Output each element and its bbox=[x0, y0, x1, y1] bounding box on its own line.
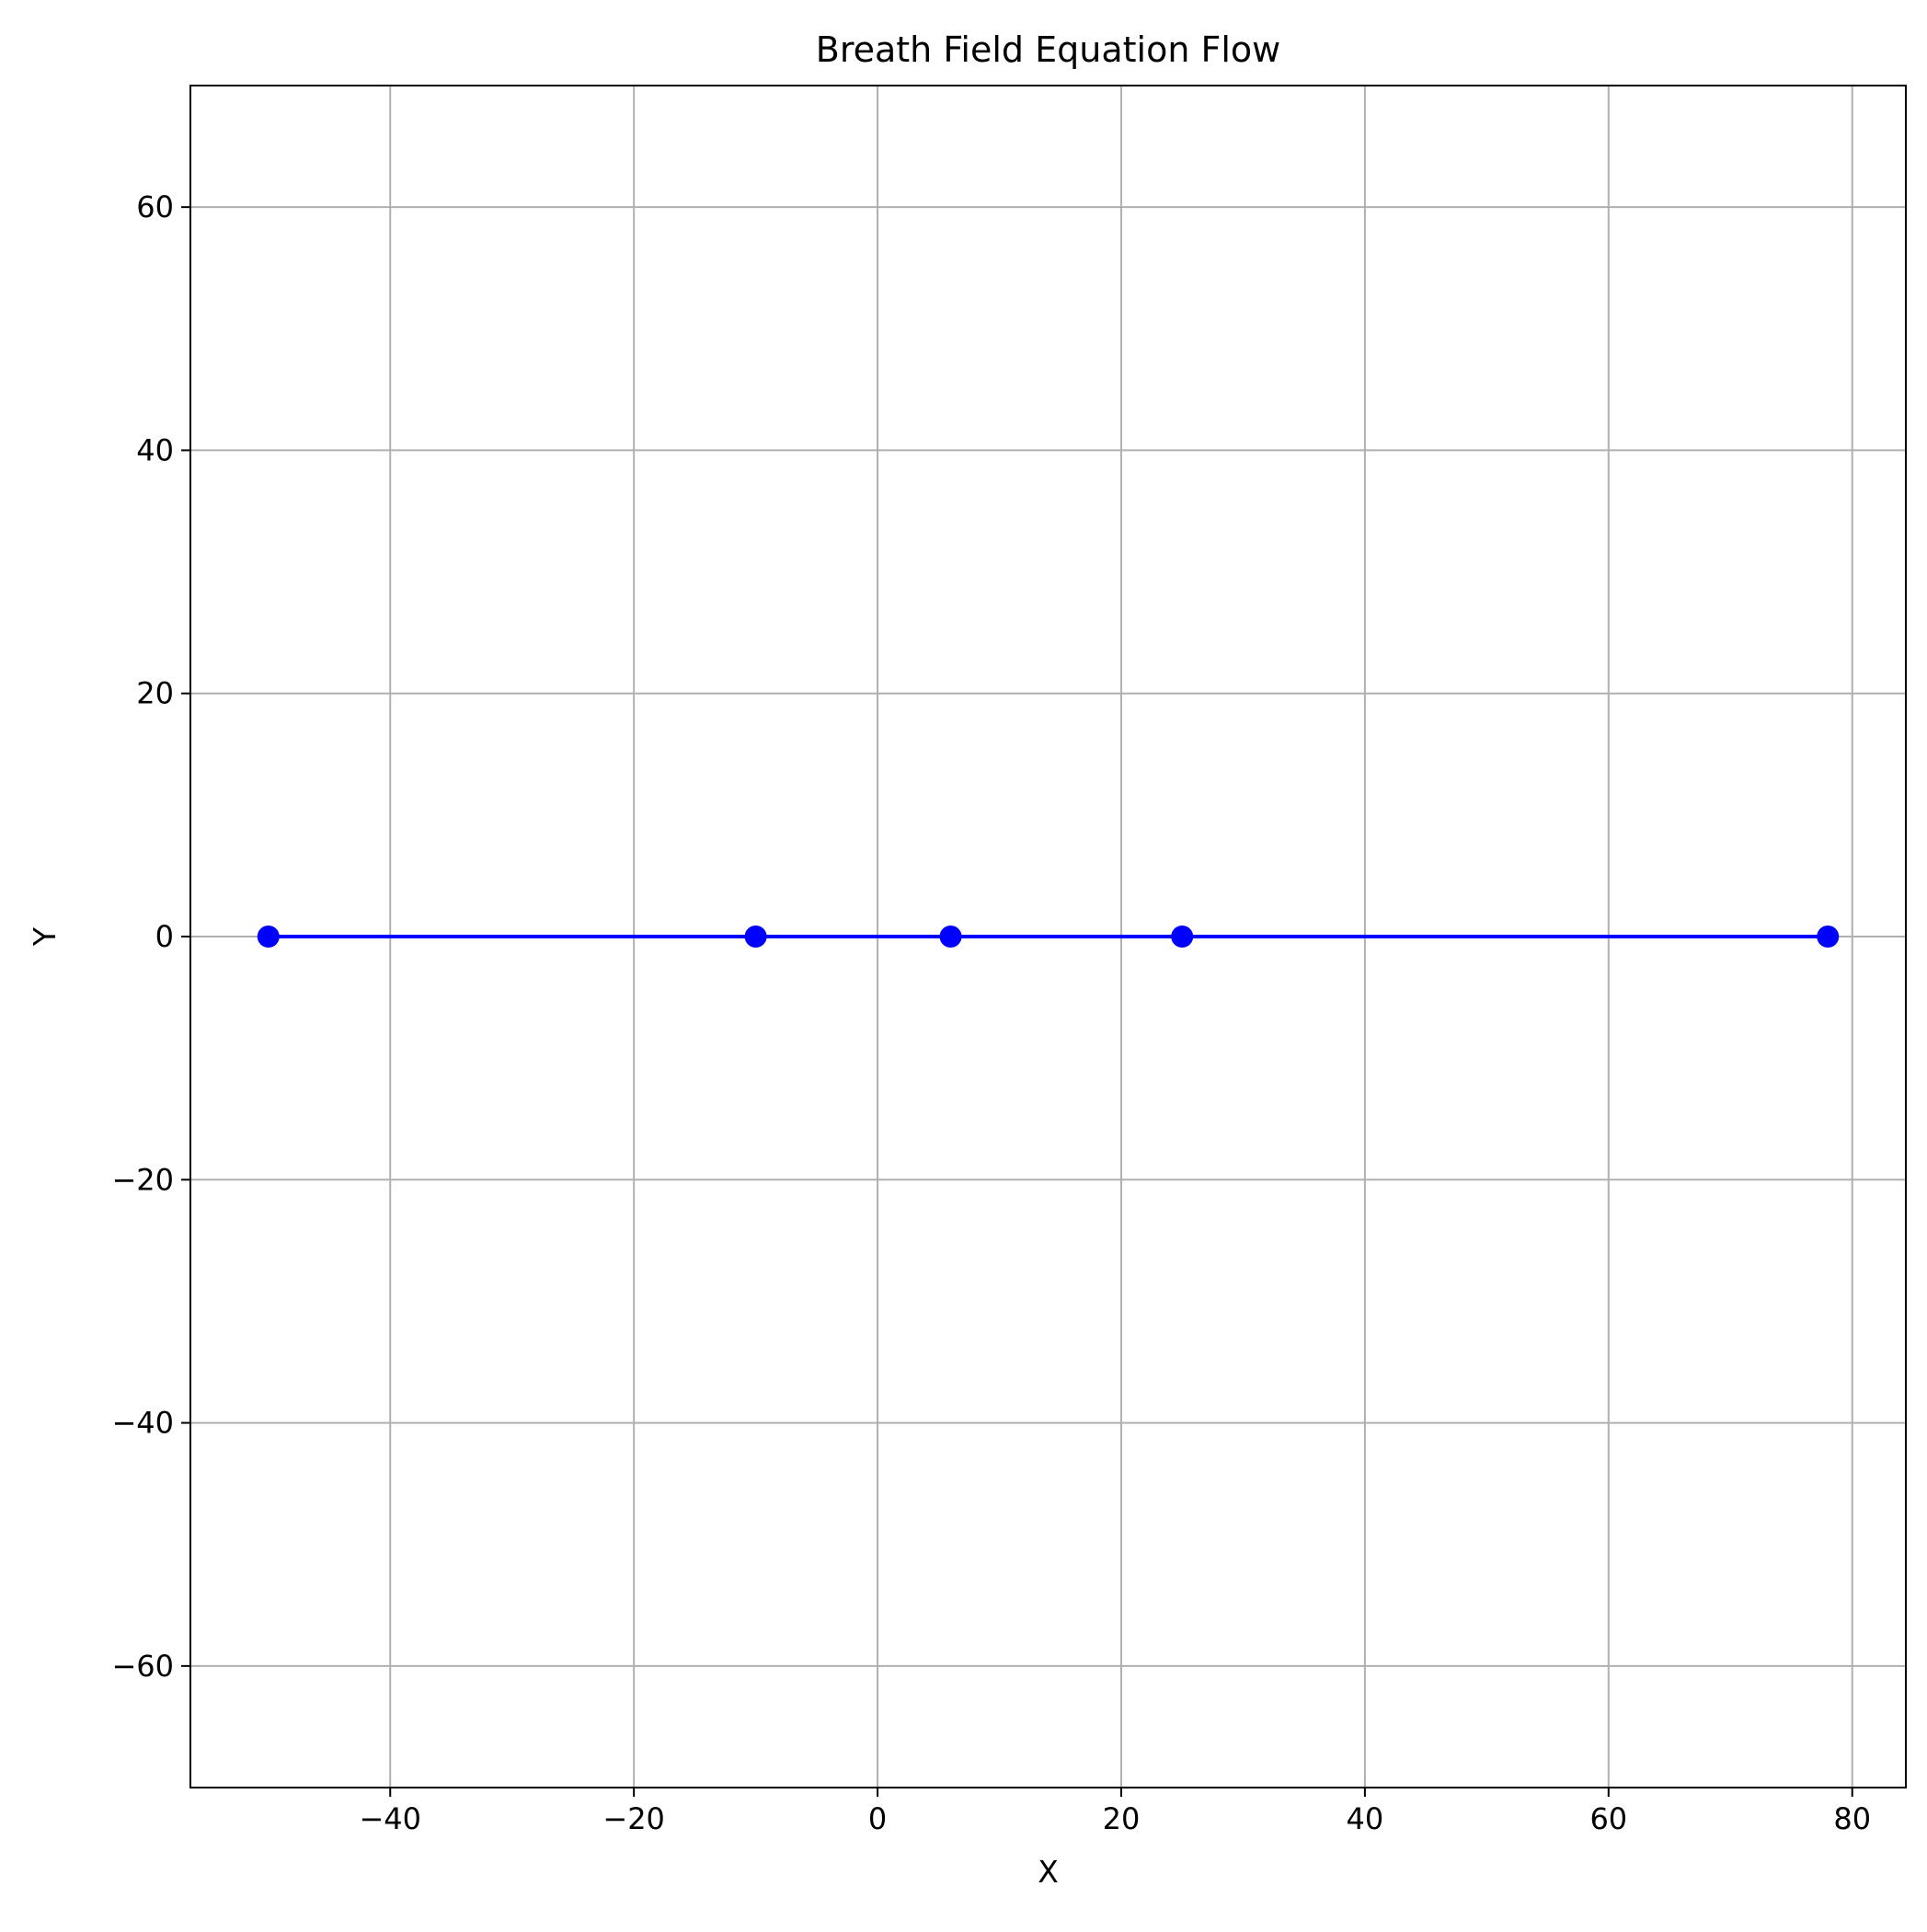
chart-title: Breath Field Equation Flow bbox=[816, 29, 1281, 70]
x-tick-label: 20 bbox=[1103, 1801, 1141, 1836]
y-tick-label: 40 bbox=[136, 432, 174, 467]
data-point bbox=[939, 926, 962, 948]
data-point bbox=[1171, 926, 1194, 948]
ticks-layer: −40 −20 0 20 40 60 80 −60 −40 −20 0 20 40 60 bbox=[111, 190, 1871, 1836]
y-tick-label: 20 bbox=[136, 676, 174, 711]
y-tick-label: −20 bbox=[111, 1162, 174, 1197]
x-tick-label: 40 bbox=[1347, 1801, 1384, 1836]
data-point bbox=[1817, 926, 1840, 948]
x-axis-label: X bbox=[1038, 1854, 1059, 1890]
x-tick-label: 60 bbox=[1589, 1801, 1627, 1836]
x-tick-label: −20 bbox=[602, 1801, 665, 1836]
data-point bbox=[744, 926, 767, 948]
y-tick-label: 0 bbox=[155, 919, 174, 954]
y-tick-label: −60 bbox=[111, 1649, 174, 1684]
x-tick-label: 80 bbox=[1833, 1801, 1871, 1836]
y-axis-label: Y bbox=[27, 926, 63, 947]
x-tick-label: −40 bbox=[359, 1801, 421, 1836]
x-tick-label: 0 bbox=[868, 1801, 887, 1836]
y-tick-label: −40 bbox=[111, 1406, 174, 1441]
data-point bbox=[257, 926, 280, 948]
series-layer bbox=[257, 926, 1840, 948]
y-tick-label: 60 bbox=[136, 190, 174, 224]
